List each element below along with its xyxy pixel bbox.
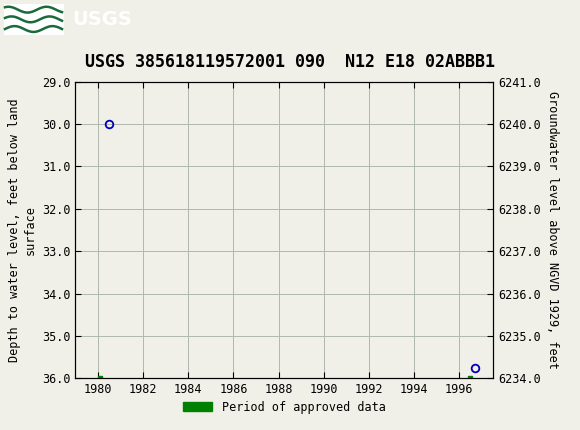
- Bar: [4, 4, 64, 35]
- Legend: Period of approved data: Period of approved data: [178, 396, 390, 418]
- Text: USGS 385618119572001 090  N12 E18 02ABBB1: USGS 385618119572001 090 N12 E18 02ABBB1: [85, 53, 495, 71]
- Y-axis label: Groundwater level above NGVD 1929, feet: Groundwater level above NGVD 1929, feet: [546, 91, 559, 369]
- Text: USGS: USGS: [72, 10, 132, 29]
- Y-axis label: Depth to water level, feet below land
surface: Depth to water level, feet below land su…: [9, 98, 37, 362]
